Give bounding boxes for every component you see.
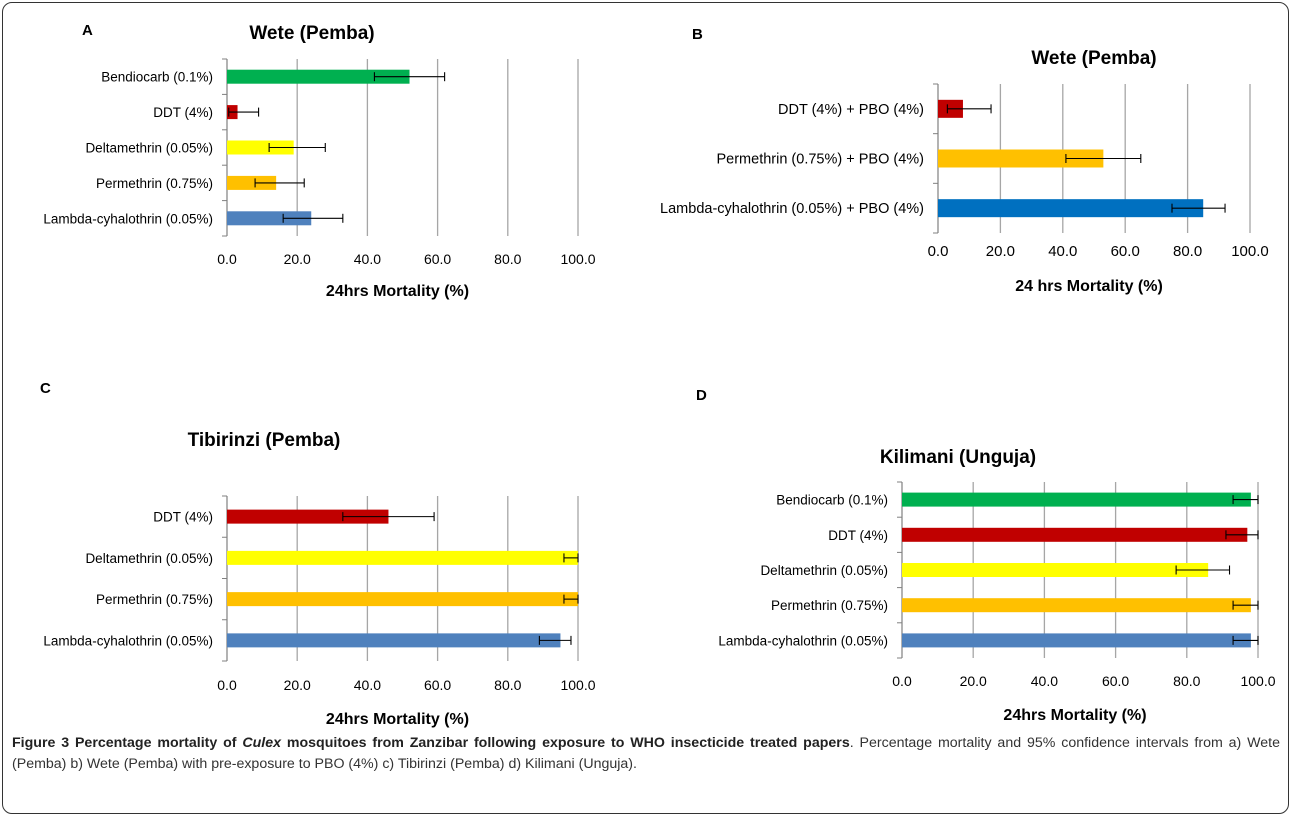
x-tick-label: 20.0 <box>284 251 311 267</box>
x-tick-label: 80.0 <box>1173 673 1200 689</box>
x-axis-label-b: 24 hrs Mortality (%) <box>1015 278 1163 295</box>
chart-title-c: Tibirinzi (Pemba) <box>188 430 341 451</box>
x-tick-label: 100.0 <box>560 251 595 267</box>
x-tick-label: 40.0 <box>1031 673 1058 689</box>
x-tick-label: 20.0 <box>960 673 987 689</box>
x-axis-label-a: 24hrs Mortality (%) <box>326 283 469 300</box>
category-label: Bendiocarb (0.1%) <box>776 493 888 508</box>
bar <box>227 592 578 607</box>
panel-d: D Kilimani (Unguja) 0.0 20.0 40.0 60.0 80.0 10… <box>640 370 1293 730</box>
category-label: Deltamethrin (0.05%) <box>85 141 213 156</box>
category-label: Lambda-cyhalothrin (0.05%) <box>43 633 213 648</box>
x-tick-label: 80.0 <box>494 677 521 693</box>
x-tick-label: 20.0 <box>986 243 1015 260</box>
chart-title-b: Wete (Pemba) <box>1031 48 1156 69</box>
bar <box>227 509 389 524</box>
caption-bold-after: mosquitoes from Zanzibar following expos… <box>281 735 850 751</box>
category-label: Lambda-cyhalothrin (0.05%) <box>43 211 213 226</box>
chart-b: Wete (Pemba) 0.0 20.0 40.0 60.0 80.0 100.0 DDT … <box>660 48 1269 295</box>
bar <box>227 633 561 648</box>
bar <box>902 598 1251 613</box>
category-label: DDT (4%) + PBO (4%) <box>778 102 924 118</box>
x-tick-label: 80.0 <box>494 251 521 267</box>
bar <box>227 69 410 84</box>
bar <box>227 140 294 155</box>
panel-letter-c: C <box>40 380 51 397</box>
caption-rest: . Percentage mortality and 95% confidenc… <box>12 735 1280 772</box>
category-label: Permethrin (0.75%) <box>96 176 213 191</box>
x-tick-label: 100.0 <box>1231 243 1269 260</box>
caption-bold-before: Figure 3 Percentage mortality of <box>12 735 243 751</box>
x-tick-label: 0.0 <box>217 677 237 693</box>
x-tick-label: 60.0 <box>424 251 451 267</box>
chart-d: Kilimani (Unguja) 0.0 20.0 40.0 60.0 80.0 100.… <box>718 447 1275 724</box>
x-axis-label-d: 24hrs Mortality (%) <box>1003 707 1146 724</box>
category-label: DDT (4%) <box>828 528 888 543</box>
category-label: DDT (4%) <box>153 510 213 525</box>
panel-letter-b: B <box>692 26 703 43</box>
bar <box>227 175 277 190</box>
category-label: Lambda-cyhalothrin (0.05%) <box>718 633 888 648</box>
bar <box>902 527 1248 542</box>
x-tick-label: 60.0 <box>424 677 451 693</box>
x-tick-label: 80.0 <box>1173 243 1202 260</box>
x-tick-label: 40.0 <box>354 677 381 693</box>
x-tick-label: 60.0 <box>1102 673 1129 689</box>
panel-letter-a: A <box>82 22 93 39</box>
chart-title-d: Kilimani (Unguja) <box>880 447 1036 468</box>
panel-b: B Wete (Pemba) 0.0 20.0 40.0 60.0 80.0 100.0 DD… <box>640 0 1293 330</box>
bar <box>902 563 1209 577</box>
x-tick-label: 0.0 <box>892 673 912 689</box>
chart-a: Wete (Pemba) 0.0 20.0 40.0 60.0 80.0 100.0 Bend… <box>43 23 595 300</box>
x-tick-label: 0.0 <box>217 251 237 267</box>
category-label: Permethrin (0.75%) <box>771 598 888 613</box>
category-label: DDT (4%) <box>153 105 213 120</box>
bar <box>938 199 1204 218</box>
category-label: Permethrin (0.75%) + PBO (4%) <box>716 152 924 168</box>
category-label: Permethrin (0.75%) <box>96 592 213 607</box>
panel-letter-d: D <box>696 387 707 404</box>
x-tick-label: 100.0 <box>560 677 595 693</box>
bar <box>902 633 1251 648</box>
x-tick-label: 0.0 <box>928 243 949 260</box>
chart-title-a: Wete (Pemba) <box>249 23 374 44</box>
x-tick-label: 40.0 <box>354 251 381 267</box>
category-label: Lambda-cyhalothrin (0.05%) + PBO (4%) <box>660 201 924 217</box>
x-tick-label: 100.0 <box>1240 673 1275 689</box>
bar <box>938 149 1104 168</box>
bar <box>227 211 312 226</box>
bar <box>227 550 578 565</box>
category-label: Bendiocarb (0.1%) <box>101 70 213 85</box>
x-tick-label: 40.0 <box>1048 243 1077 260</box>
panel-a: A Wete (Pemba) 0.0 20.0 40.0 60.0 80.0 100.0 Be… <box>0 0 640 330</box>
chart-c: Tibirinzi (Pemba) 0.0 20.0 40.0 60.0 80.0 100.… <box>43 430 595 728</box>
category-label: Deltamethrin (0.05%) <box>760 563 888 578</box>
x-axis-label-c: 24hrs Mortality (%) <box>326 711 469 728</box>
figure-caption: Figure 3 Percentage mortality of Culex m… <box>12 733 1280 775</box>
caption-italic: Culex <box>242 735 282 751</box>
x-tick-label: 60.0 <box>1111 243 1140 260</box>
bar <box>902 492 1251 507</box>
category-label: Deltamethrin (0.05%) <box>85 551 213 566</box>
panel-c: C Tibirinzi (Pemba) 0.0 20.0 40.0 60.0 80.0 10… <box>0 370 640 730</box>
x-tick-label: 20.0 <box>284 677 311 693</box>
